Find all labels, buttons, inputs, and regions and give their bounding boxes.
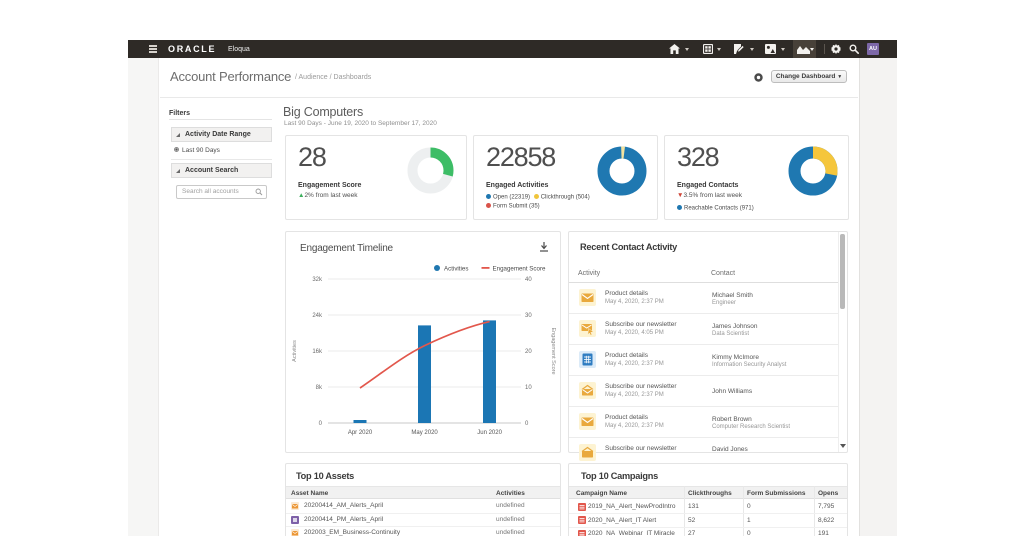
svg-text:40: 40 bbox=[525, 277, 532, 283]
svg-text:Engagement Timeline: Engagement Timeline bbox=[300, 243, 394, 254]
svg-text:0: 0 bbox=[525, 421, 529, 427]
svg-text:Activities: Activities bbox=[444, 266, 468, 273]
svg-text:24k: 24k bbox=[312, 313, 323, 319]
svg-text:10: 10 bbox=[525, 385, 532, 391]
svg-text:0: 0 bbox=[319, 421, 323, 427]
svg-text:32k: 32k bbox=[312, 277, 323, 283]
svg-text:Jun 2020: Jun 2020 bbox=[477, 430, 502, 436]
svg-text:8k: 8k bbox=[316, 385, 323, 391]
svg-text:Engagement Score: Engagement Score bbox=[493, 266, 547, 273]
svg-text:20: 20 bbox=[525, 349, 532, 355]
svg-text:Apr 2020: Apr 2020 bbox=[348, 430, 373, 436]
svg-text:Engagement Score: Engagement Score bbox=[550, 327, 556, 374]
svg-text:Activities: Activities bbox=[292, 340, 298, 362]
svg-text:May 2020: May 2020 bbox=[411, 430, 438, 436]
svg-text:16k: 16k bbox=[312, 349, 323, 355]
svg-text:30: 30 bbox=[525, 313, 532, 319]
